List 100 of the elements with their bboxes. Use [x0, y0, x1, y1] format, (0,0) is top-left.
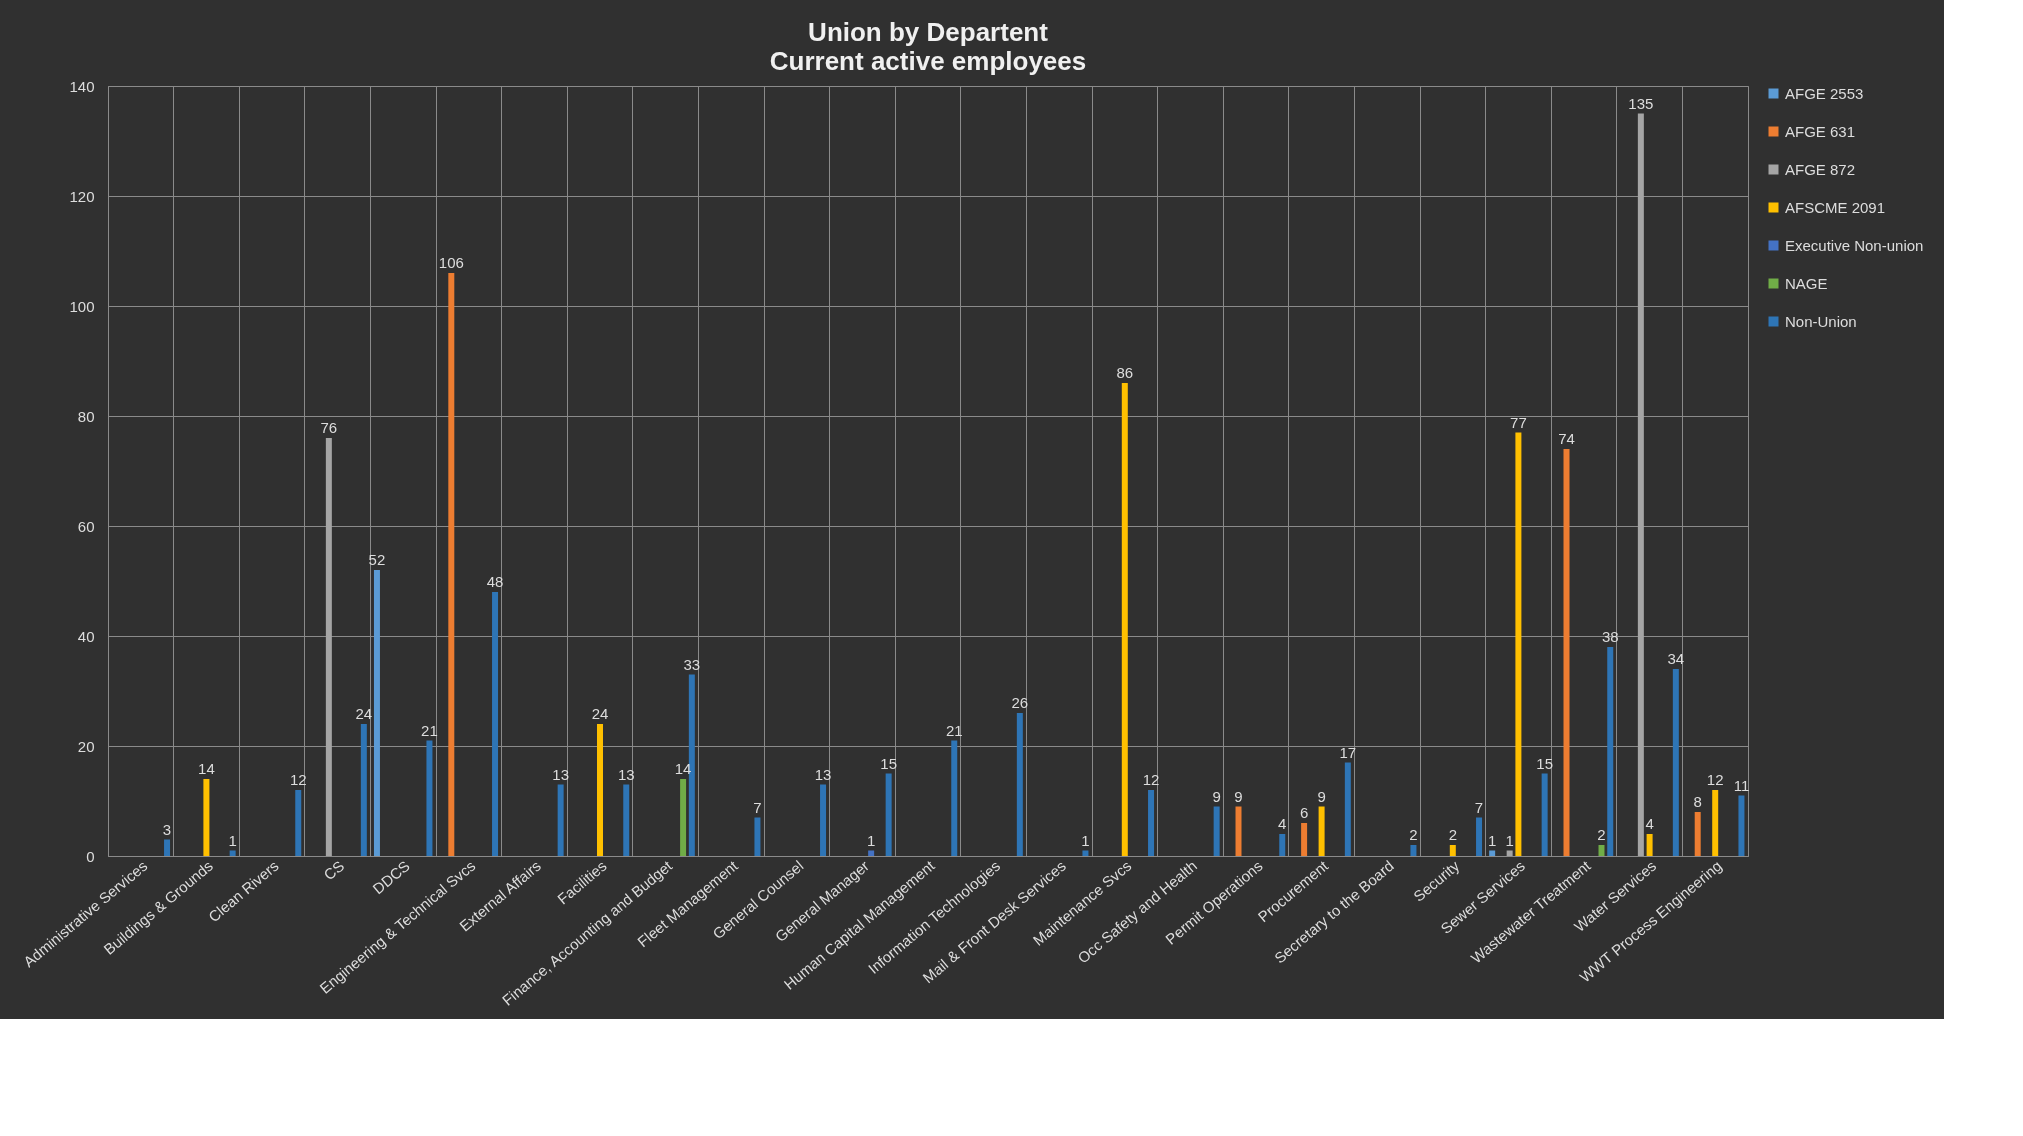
legend-label: AFGE 631	[1785, 122, 1856, 140]
bar	[360, 724, 367, 856]
data-label: 135	[1628, 94, 1654, 112]
bar	[1235, 806, 1242, 856]
bar	[295, 790, 302, 856]
data-label: 17	[1339, 743, 1357, 761]
y-tick-label: 100	[69, 297, 95, 315]
data-label: 74	[1558, 430, 1575, 447]
y-tick-label: 140	[69, 77, 95, 95]
data-label: 24	[355, 705, 373, 722]
y-tick-label: 40	[77, 627, 95, 645]
bar	[1121, 383, 1128, 856]
bar	[1637, 113, 1644, 856]
bar	[1489, 850, 1496, 856]
bar	[868, 850, 875, 856]
data-label: 4	[1278, 815, 1287, 832]
bar	[623, 784, 630, 856]
bar	[1148, 790, 1155, 856]
data-label: 1	[866, 831, 876, 849]
bar	[754, 817, 761, 856]
data-label: 34	[1667, 650, 1685, 667]
bar	[1410, 845, 1417, 856]
bar	[164, 839, 171, 856]
data-label: 1	[1487, 831, 1497, 849]
data-label: 52	[368, 551, 386, 568]
bar	[885, 773, 892, 856]
bar	[1318, 806, 1325, 856]
data-label: 15	[1536, 754, 1553, 772]
data-label: 12	[1142, 771, 1160, 788]
data-label: 13	[814, 765, 832, 783]
data-label: 21	[945, 721, 963, 739]
chart-title: Union by Departent	[808, 17, 1049, 47]
bar	[203, 779, 210, 856]
data-label: 9	[1234, 787, 1243, 805]
bar	[325, 438, 332, 856]
bar	[1506, 850, 1513, 856]
data-label: 2	[1409, 826, 1418, 843]
bar	[1563, 449, 1570, 856]
legend-label: AFGE 872	[1785, 160, 1856, 178]
bar	[1598, 845, 1605, 856]
legend-label: AFGE 2553	[1785, 84, 1864, 102]
data-label: 2	[1597, 826, 1606, 843]
data-label: 9	[1317, 787, 1326, 805]
bar	[820, 784, 827, 856]
bar	[951, 740, 958, 856]
legend-label: Non-Union	[1785, 312, 1857, 330]
data-label: 77	[1510, 413, 1527, 431]
data-label: 24	[591, 705, 609, 722]
data-label: 7	[1474, 798, 1484, 816]
data-label: 1	[228, 831, 237, 849]
bar	[597, 724, 603, 856]
data-label: 21	[421, 721, 438, 739]
bar	[1016, 713, 1023, 856]
chart-subtitle: Current active employees	[769, 46, 1087, 76]
bar	[1476, 817, 1483, 856]
data-label: 33	[683, 655, 701, 673]
data-label: 1	[1081, 831, 1090, 849]
bar	[1449, 845, 1456, 856]
legend-label: Executive Non-union	[1785, 236, 1924, 254]
y-tick-label: 120	[69, 187, 95, 205]
data-label: 4	[1645, 815, 1654, 832]
data-label: 12	[289, 771, 307, 788]
bar	[1738, 795, 1745, 856]
bar	[492, 592, 499, 856]
data-label: 1	[1505, 831, 1514, 849]
bar	[680, 779, 687, 856]
data-label: 7	[753, 798, 762, 816]
y-tick-label: 80	[77, 407, 95, 425]
data-label: 15	[880, 754, 897, 772]
bar	[1712, 790, 1719, 856]
bar	[1515, 432, 1522, 856]
y-tick-label: 60	[77, 517, 95, 535]
data-label: 6	[1299, 804, 1309, 821]
bar	[1607, 647, 1614, 856]
bar	[1672, 669, 1679, 856]
bar	[1213, 806, 1220, 856]
bar	[1279, 834, 1286, 856]
bar	[448, 273, 455, 856]
bar	[373, 570, 380, 856]
data-label: 13	[617, 765, 635, 783]
data-label: 8	[1693, 793, 1702, 810]
bar	[1082, 850, 1089, 856]
bar	[1541, 773, 1548, 856]
legend-label: NAGE	[1785, 274, 1828, 292]
data-label: 13	[552, 765, 569, 783]
data-label: 86	[1116, 364, 1134, 381]
data-label: 14	[198, 760, 215, 777]
bar	[229, 850, 236, 856]
data-label: 106	[438, 254, 464, 271]
bar	[1301, 823, 1308, 856]
data-label: 3	[162, 820, 172, 838]
bar	[426, 740, 433, 856]
data-label: 9	[1212, 787, 1221, 805]
y-tick-label: 0	[86, 847, 95, 865]
bar	[1344, 762, 1351, 856]
data-label: 11	[1733, 776, 1750, 794]
y-tick-label: 20	[77, 737, 95, 755]
data-label: 48	[486, 573, 504, 590]
data-label: 26	[1011, 694, 1029, 711]
data-label: 38	[1601, 628, 1619, 645]
